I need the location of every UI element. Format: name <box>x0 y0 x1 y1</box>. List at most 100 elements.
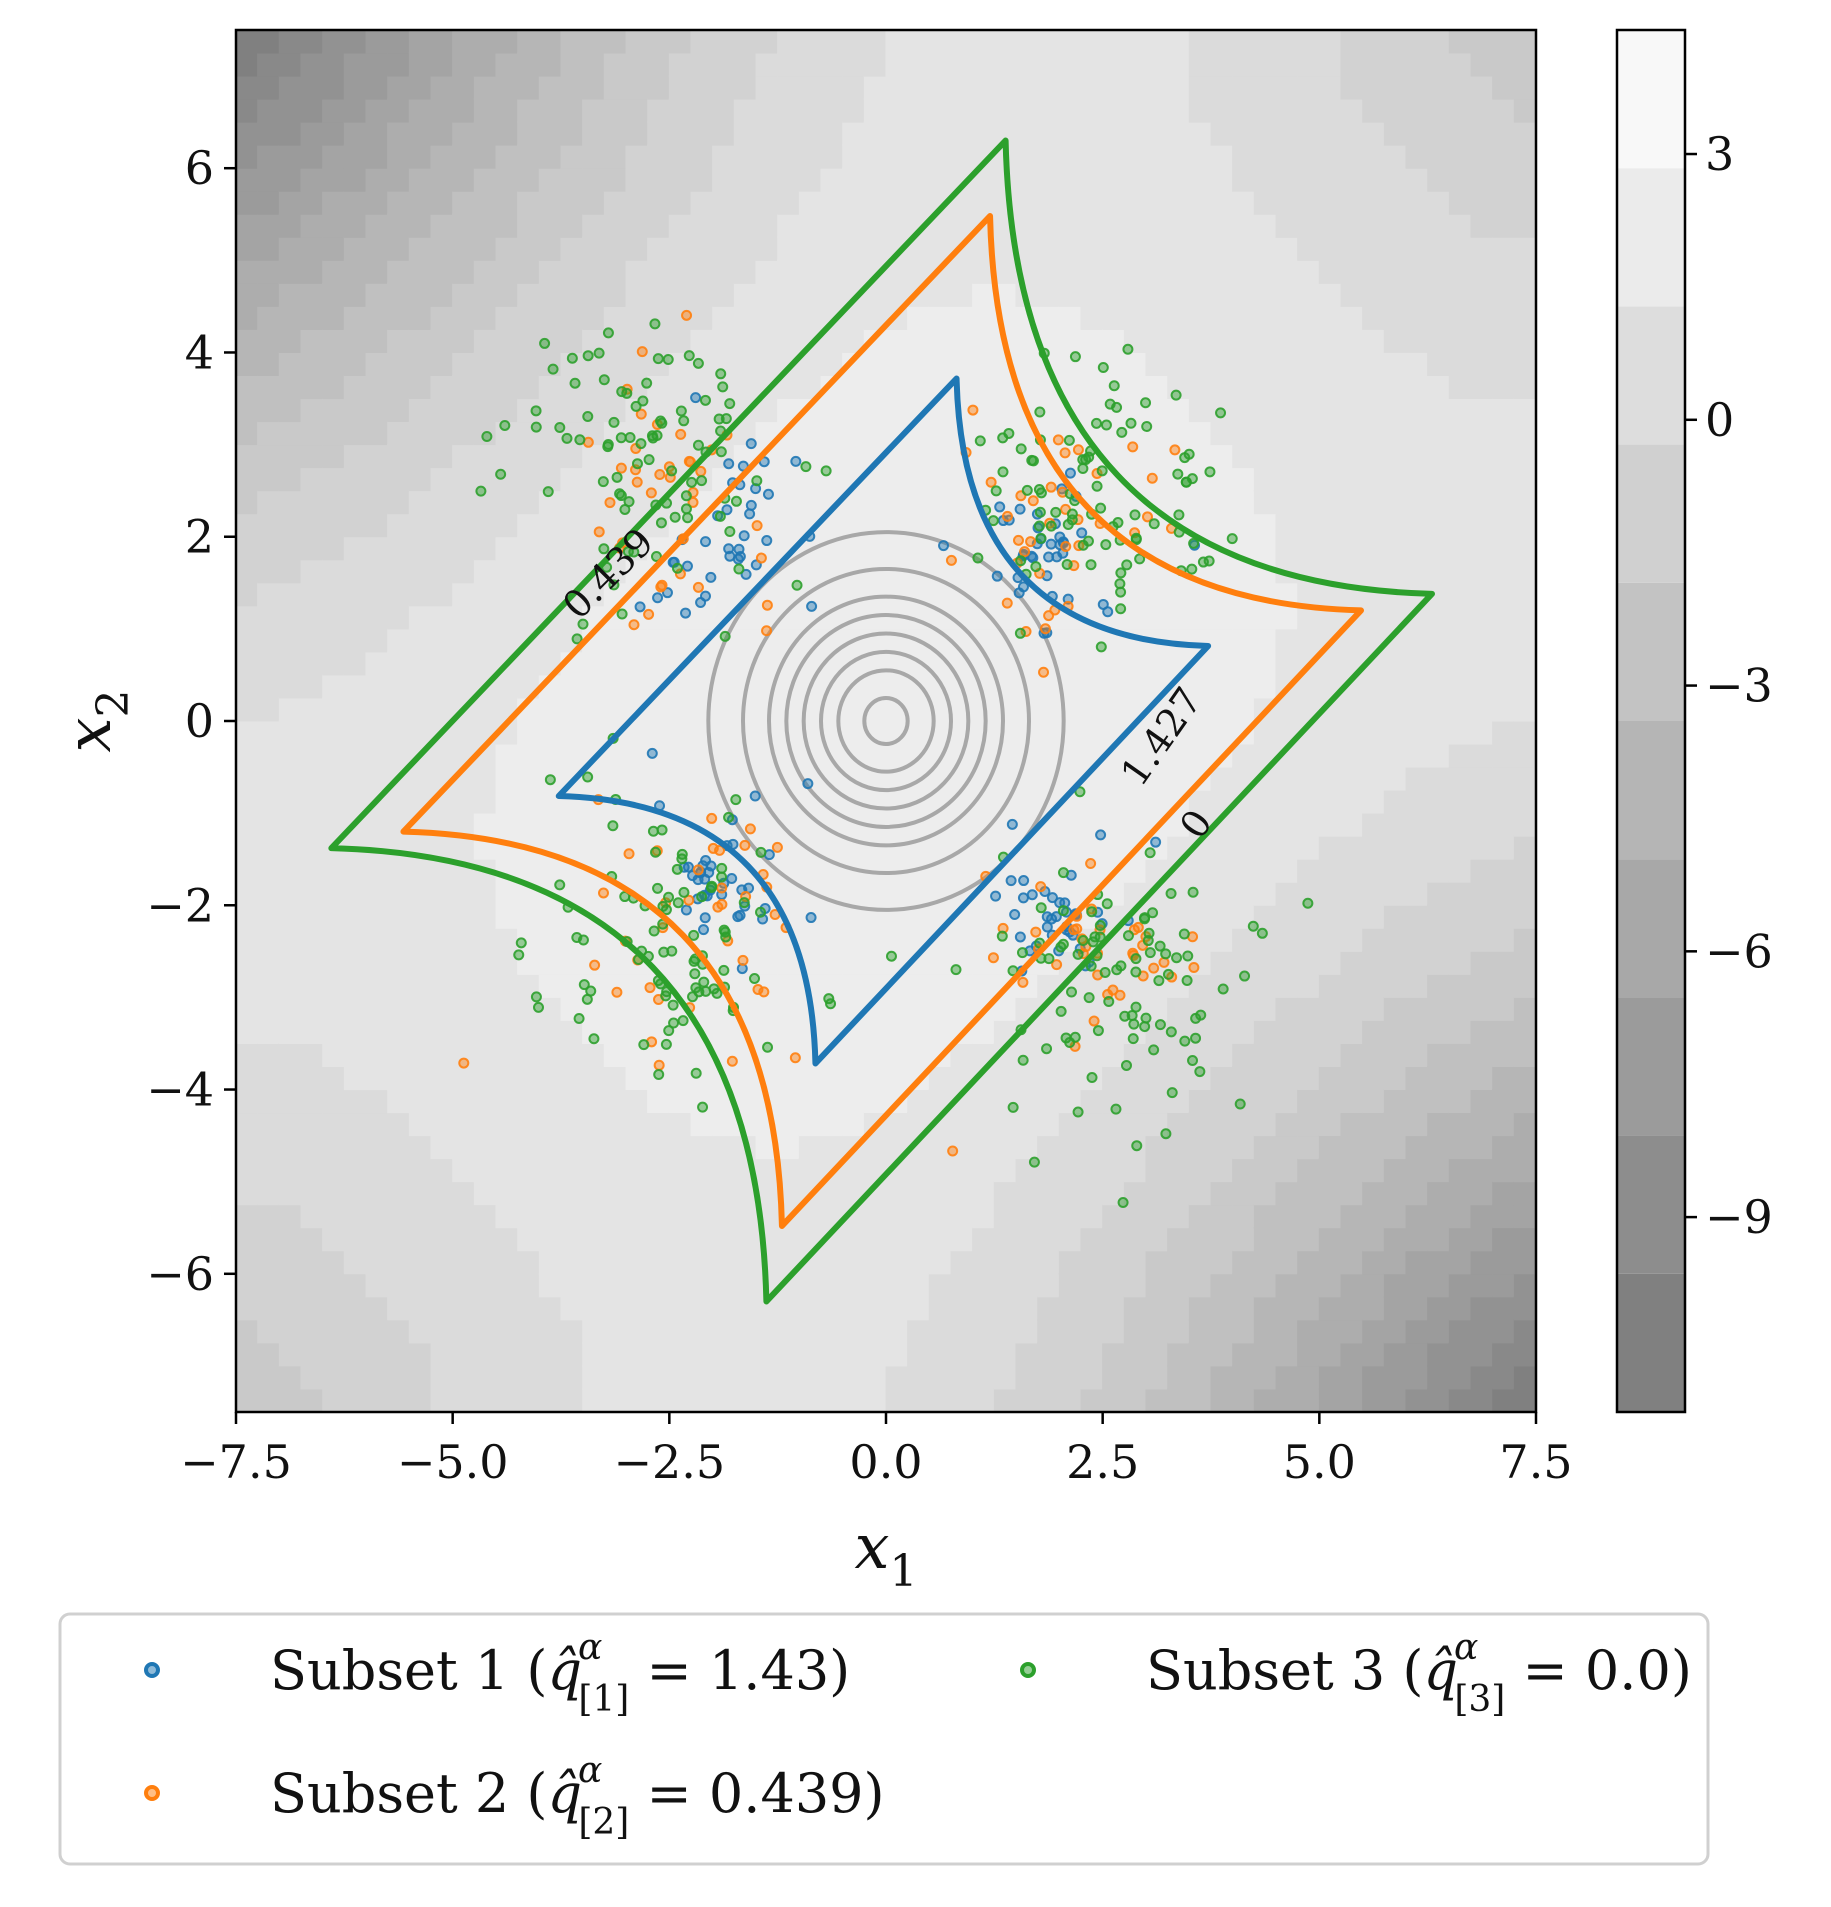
contour-cell <box>1232 398 1255 423</box>
contour-cell <box>430 375 454 400</box>
contour-cell <box>1275 444 1299 469</box>
contour-cell <box>1037 121 1060 146</box>
scatter-point <box>749 973 761 985</box>
contour-cell <box>885 927 909 952</box>
contour-cell <box>1492 720 1515 745</box>
contour-cell <box>408 190 432 215</box>
contour-cell <box>387 973 410 998</box>
contour-cell <box>1492 444 1515 469</box>
contour-cell <box>928 1158 952 1183</box>
contour-cell <box>452 1319 475 1344</box>
contour-cell <box>278 328 302 353</box>
contour-cell <box>560 697 584 722</box>
contour-cell <box>236 1296 259 1321</box>
contour-cell <box>863 282 887 307</box>
contour-cell <box>1470 30 1494 54</box>
contour-cell <box>993 1342 1017 1367</box>
contour-cell <box>300 1250 324 1275</box>
colorbar-frame <box>1615 28 1687 1414</box>
contour-cell <box>1318 1296 1342 1321</box>
contour-cell <box>1492 1250 1515 1275</box>
contour-cell <box>1145 582 1169 607</box>
contour-cell <box>668 651 692 676</box>
contour-cell <box>473 582 497 607</box>
contour-cell <box>842 98 865 123</box>
contour-cell <box>842 236 865 261</box>
contour-cell <box>863 1365 887 1390</box>
contour-cell <box>538 1181 562 1206</box>
contour-cell <box>387 144 410 169</box>
contour-cell <box>278 236 302 261</box>
contour-cell <box>1015 236 1039 261</box>
contour-cell <box>1448 904 1472 929</box>
colorbar-band <box>1617 1135 1685 1274</box>
contour-cell <box>322 190 345 215</box>
contour-cell <box>430 305 454 330</box>
contour-cell <box>863 1066 887 1091</box>
contour-cell <box>1058 1273 1082 1298</box>
contour-cell <box>972 582 995 607</box>
contour-cell <box>603 1089 627 1114</box>
contour-cell <box>1123 30 1147 54</box>
contour-cell <box>495 1227 519 1252</box>
contour-cell <box>1167 858 1190 883</box>
contour-cell <box>300 75 324 100</box>
contour-cell <box>1275 1089 1299 1114</box>
contour-cell <box>1058 213 1082 238</box>
contour-cell <box>1188 1181 1212 1206</box>
contour-cell <box>517 444 540 469</box>
contour-cell <box>1297 1250 1320 1275</box>
contour-cell <box>1340 1042 1364 1067</box>
contour-cell <box>1037 259 1060 284</box>
contour-cell <box>1253 328 1277 353</box>
scatter-point <box>1017 976 1029 988</box>
scatter-point <box>1014 503 1026 515</box>
contour-cell <box>1340 835 1364 860</box>
contour-cell <box>1405 513 1429 538</box>
legend-label-subset-3-suffix: = 0.0) <box>1505 1639 1692 1702</box>
contour-cell <box>408 490 432 515</box>
contour-cell <box>1297 950 1320 975</box>
contour-cell <box>1167 904 1190 929</box>
contour-cell <box>517 1112 540 1137</box>
contour-cell <box>820 121 844 146</box>
contour-cell <box>1383 1342 1407 1367</box>
contour-cell <box>690 605 714 630</box>
scatter-point <box>598 543 610 555</box>
contour-cell <box>236 1227 259 1252</box>
contour-cell <box>1383 467 1407 492</box>
contour-cell <box>582 398 605 423</box>
contour-cell <box>842 398 865 423</box>
contour-cell <box>798 190 822 215</box>
contour-cell <box>690 628 714 653</box>
contour-cell <box>538 858 562 883</box>
contour-cell <box>1145 1342 1169 1367</box>
scatter-point <box>637 395 649 407</box>
x-tick-label: 2.5 <box>1066 1435 1139 1489</box>
contour-cell <box>733 1273 757 1298</box>
contour-cell <box>452 190 475 215</box>
contour-cell <box>1318 559 1342 584</box>
contour-cell <box>408 282 432 307</box>
contour-cell <box>1492 1066 1515 1091</box>
contour-cell <box>387 950 410 975</box>
contour-cell <box>560 144 584 169</box>
contour-cell <box>1275 398 1299 423</box>
contour-cell <box>1080 835 1104 860</box>
contour-cell <box>820 927 844 952</box>
contour-cell <box>1275 282 1299 307</box>
contour-cell <box>1167 973 1190 998</box>
contour-cell <box>1145 75 1169 100</box>
contour-cell <box>236 536 259 561</box>
contour-cell <box>712 1019 735 1044</box>
contour-cell <box>517 1273 540 1298</box>
scatter-point <box>974 435 986 447</box>
contour-cell <box>625 236 649 261</box>
contour-cell <box>690 1227 714 1252</box>
contour-cell <box>495 536 519 561</box>
contour-cell <box>560 743 584 768</box>
contour-cell <box>863 1273 887 1298</box>
legend-label-subset-3-q: q̂ <box>1423 1639 1458 1702</box>
contour-cell <box>343 167 367 192</box>
contour-cell <box>1015 1388 1039 1412</box>
